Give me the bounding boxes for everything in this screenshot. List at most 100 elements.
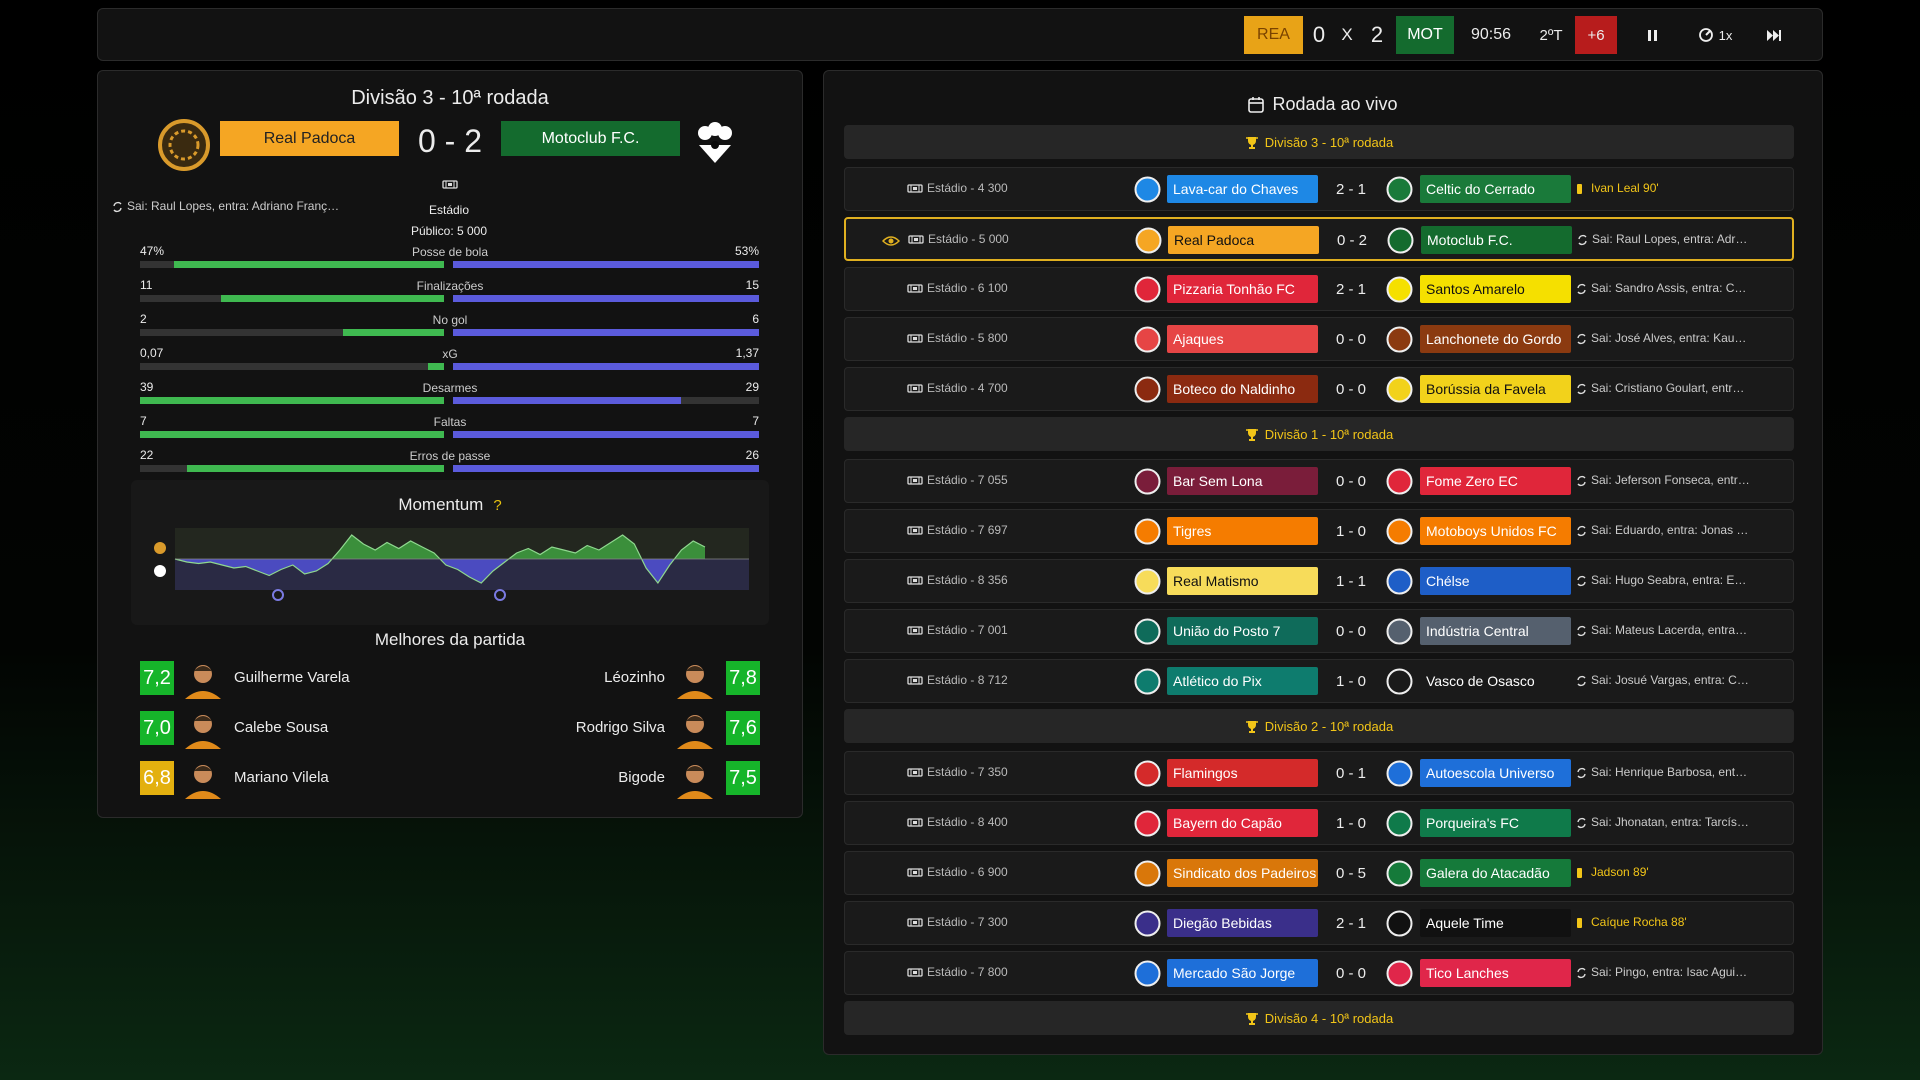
away-team-chip: Celtic do Cerrado [1420, 175, 1571, 203]
icon-part [1779, 29, 1781, 41]
icon-part [185, 715, 221, 749]
stadium-icon [907, 381, 923, 395]
icon-part [1135, 227, 1162, 254]
match-row[interactable]: Estádio - 7 001 União do Posto 7 0 - 0 Indú… [844, 609, 1794, 653]
stat-away-bar [453, 431, 759, 438]
icon-part [1577, 383, 1586, 395]
group-header: Divisão 4 - 10ª rodada [844, 1001, 1794, 1035]
icon-part [1577, 681, 1586, 687]
team-logo [1134, 468, 1161, 495]
pause-button[interactable] [1636, 16, 1668, 54]
match-score: 0 - 0 [1335, 380, 1366, 398]
icon-part [1245, 428, 1258, 441]
icon-part [1248, 146, 1255, 149]
stadium-icon [907, 573, 923, 587]
match-row[interactable]: Estádio - 7 350 Flamingos 0 - 1 Autoescola … [844, 751, 1794, 795]
match-row[interactable]: Estádio - 4 700 Boteco do Naldinho 0 - 0 Bo… [844, 367, 1794, 411]
stat-home-value: 0,07 [140, 346, 164, 360]
icon-part [1134, 810, 1161, 837]
match-row[interactable]: Estádio - 4 300 Lava-car do Chaves 2 - 1 Ce… [844, 167, 1794, 211]
stat-away-bar [453, 295, 759, 302]
icon-part [907, 284, 923, 293]
match-event: Sai: José Alves, entra: Kau… [1591, 331, 1747, 345]
match-row[interactable]: Estádio - 8 400 Bayern do Capão 1 - 0 Porqu… [844, 801, 1794, 845]
icon-part [1647, 29, 1657, 41]
stat-away-bar [453, 261, 759, 268]
player-name: Bigode [618, 769, 665, 786]
yellow-card-icon [1577, 867, 1583, 879]
stat-home-value: 39 [140, 380, 154, 394]
icon-part [1134, 276, 1161, 303]
player-rating: 7,0 [140, 711, 174, 745]
venue: Estádio - 7 055 [927, 473, 1008, 487]
icon-part [913, 479, 917, 482]
speed-button[interactable]: 1x [1686, 16, 1744, 54]
match-row[interactable]: Estádio - 6 100 Pizzaria Tonhão FC 2 - 1 Sa… [844, 267, 1794, 311]
momentum-away-logo [154, 565, 166, 577]
match-event: Sai: Mateus Lacerda, entra… [1591, 623, 1748, 637]
icon-part [907, 526, 923, 535]
match-row[interactable]: Estádio - 7 697 Tigres 1 - 0 Motoboys Unido… [844, 509, 1794, 553]
icon-part [1577, 481, 1586, 487]
trophy-icon [1245, 136, 1259, 149]
match-score: 2 - 1 [1335, 914, 1366, 932]
icon-part [907, 384, 923, 393]
substitution-icon [1575, 766, 1589, 780]
match-row[interactable]: Estádio - 8 712 Atlético do Pix 1 - 0 Vasco… [844, 659, 1794, 703]
momentum-help[interactable]: ? [493, 496, 502, 514]
icon-part [699, 145, 731, 163]
stat-label: Posse de bola [411, 244, 489, 259]
venue: Estádio - 7 800 [927, 965, 1008, 979]
match-row[interactable]: Estádio - 7 055 Bar Sem Lona 0 - 0 Fome Zer… [844, 459, 1794, 503]
momentum-header: Momentum? [131, 493, 769, 517]
match-event: Sai: Cristiano Goulart, entr… [1591, 381, 1745, 395]
player-avatar [183, 707, 223, 749]
stat-away-value: 1,37 [735, 346, 759, 360]
icon-part [1134, 326, 1161, 353]
away-team-chip: Porqueira's FC [1420, 809, 1571, 837]
group-header: Divisão 1 - 10ª rodada [844, 417, 1794, 451]
match-row[interactable]: Estádio - 6 900 Sindicato dos Padeiros 0 -… [844, 851, 1794, 895]
stadium-icon [907, 181, 923, 195]
icon-part [1577, 973, 1586, 979]
stat-away-bar [453, 397, 681, 404]
home-team-chip: Tigres [1167, 517, 1318, 545]
substitution-icon [1575, 816, 1589, 830]
match-event: Caíque Rocha 88' [1591, 915, 1687, 929]
icon-part [907, 334, 923, 343]
match-score: 1 - 1 [1335, 572, 1366, 590]
skip-button[interactable] [1758, 16, 1790, 54]
match-clock: 90:56 [1470, 26, 1512, 43]
icon-part [1386, 176, 1413, 203]
player-name: Calebe Sousa [234, 719, 329, 736]
match-row[interactable]: Estádio - 7 800 Mercado São Jorge 0 - 0 Tic… [844, 951, 1794, 995]
icon-part [907, 476, 923, 485]
icon-part [1134, 326, 1161, 353]
home-team-chip: Ajaques [1167, 325, 1318, 353]
match-row[interactable]: Estádio - 7 300 Diegão Bebidas 2 - 1 Aquele… [844, 901, 1794, 945]
stat-home-bar [342, 329, 444, 336]
group-header: Divisão 2 - 10ª rodada [844, 709, 1794, 743]
player-rating: 7,8 [726, 661, 760, 695]
match-score: 0 - 2 [1336, 231, 1367, 249]
match-title: Divisão 3 - 10ª rodada [351, 86, 549, 109]
match-row[interactable]: Estádio - 5 800 Ajaques 0 - 0 Lanchonete do… [844, 317, 1794, 361]
substitution-icon [1575, 574, 1589, 588]
group-title: Divisão 1 - 10ª rodada [1264, 426, 1394, 442]
match-row[interactable]: Estádio - 8 356 Real Matismo 1 - 1 Chélse Sa… [844, 559, 1794, 603]
stat-home-bar [186, 465, 444, 472]
icon-part [907, 576, 923, 585]
stadium-icon [907, 915, 923, 929]
icon-part [907, 918, 923, 927]
icon-part [1247, 136, 1256, 145]
icon-part [194, 716, 212, 721]
stat-label: Finalizações [416, 278, 484, 293]
icon-part [907, 384, 923, 393]
icon-part [1386, 810, 1413, 837]
icon-part [1387, 227, 1414, 254]
match-row[interactable]: Estádio - 5 000 Real Padoca 0 - 2 Motoclub … [844, 217, 1794, 261]
away-logo [689, 119, 741, 171]
match-event: Sai: Sandro Assis, entra: C… [1591, 281, 1747, 295]
icon-part [1386, 910, 1413, 937]
icon-part [908, 235, 924, 244]
